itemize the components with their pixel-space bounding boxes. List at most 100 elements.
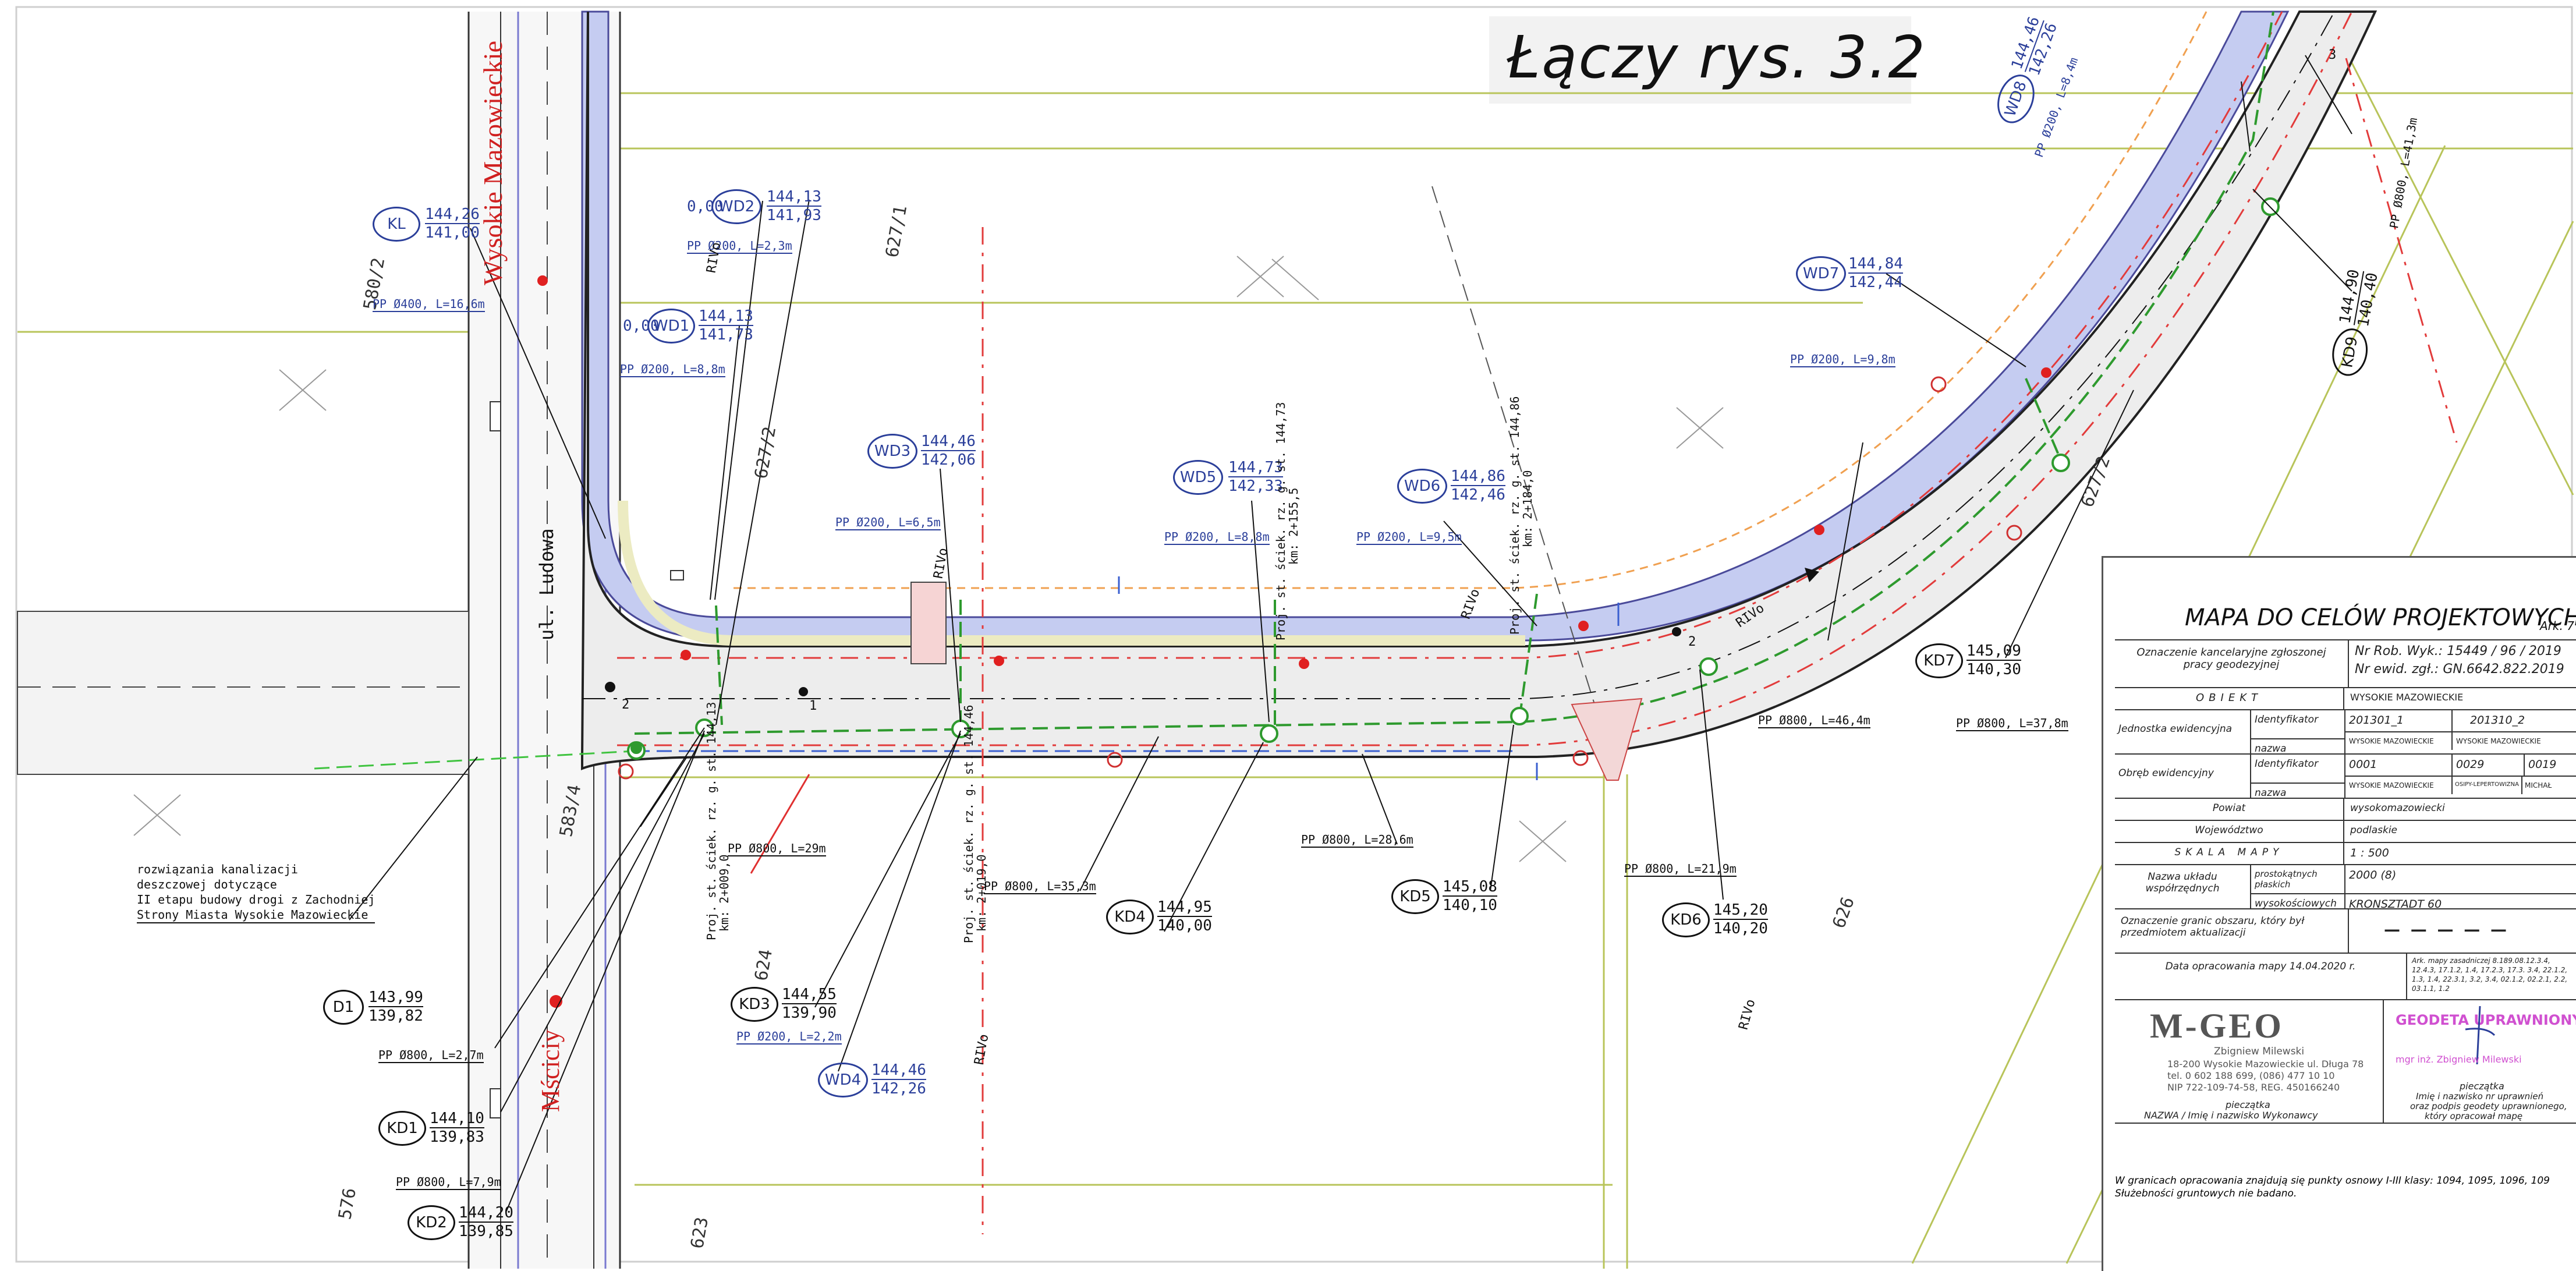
well-ellipse: WD5: [1173, 460, 1223, 495]
tb-value: wysokomazowiecki: [2350, 802, 2445, 814]
marker-4: 3: [2329, 48, 2337, 62]
tb-cell: 0001: [2345, 755, 2453, 776]
street-main-label: Wysokie Mazowieckie: [478, 40, 508, 285]
sidewalk-strip: [581, 10, 2290, 642]
design-note-line: Strony Miasta Wysokie Mazowieckie: [137, 907, 375, 923]
pipe-label-7: PP Ø200, L=9,8m: [1790, 352, 1895, 367]
pipe-label-13: PP Ø800, L=28,6m: [1301, 833, 1413, 848]
well-top: 144,86: [1451, 468, 1505, 486]
well-ellipse: KD2: [408, 1205, 455, 1240]
design-note-line: deszczowej dotyczące: [137, 877, 277, 891]
pipe-label-15: PP Ø800, L=2,7m: [378, 1048, 484, 1063]
well-top: 144,84: [1848, 255, 1903, 274]
tb-cell: 201310_2: [2470, 714, 2525, 727]
tb-row-8: Nazwa układu współrzędnych prostokątnych…: [2115, 865, 2576, 911]
tb-label: Data opracowania mapy 14.04.2020 r.: [2115, 954, 2407, 999]
well-top: 144,46: [921, 433, 976, 451]
tb-label: Nazwa układu współrzędnych: [2115, 865, 2251, 908]
gutter-label-3: Proj. st. ściek. rz. g. st. 144,46: [962, 704, 976, 943]
pipe-label-1: PP Ø400, L=16,6m: [373, 297, 485, 312]
well-top: 144,10: [430, 1110, 484, 1128]
well-bottom: 140,00: [1157, 917, 1212, 934]
tb-sub: prostokątnych płaskich: [2251, 865, 2344, 894]
footer-note-1: W granicach opracowania znajdują się pun…: [2115, 1175, 2550, 1187]
pipe-label-5: PP Ø200, L=8,8m: [1164, 530, 1270, 545]
tb-value: Nr ewid. zgł.: GN.6642.822.2019: [2355, 662, 2564, 677]
tb-label: Powiat: [2115, 799, 2344, 820]
well-ellipse: KD1: [378, 1111, 426, 1146]
well-ellipse: KL: [373, 207, 420, 242]
red-design-lines: [617, 11, 2458, 1234]
signature-icon: [2462, 1006, 2497, 1065]
well-top: 145,20: [1713, 901, 1768, 920]
ludowa-road: [581, 10, 2377, 770]
design-note-line: rozwiązania kanalizacji: [137, 862, 298, 876]
stamp-left-label: NAZWA / Imię i nazwisko Wykonawcy: [2144, 1110, 2318, 1121]
well-ellipse: KD4: [1106, 900, 1154, 934]
tb-cell: OSIPY-LEPERTOWIZNA: [2453, 777, 2522, 794]
well-top: 144,55: [782, 986, 837, 1004]
stamp-left-caption: pieczątka: [2226, 1099, 2270, 1110]
tb-value: — — — — —: [2384, 920, 2509, 939]
well-bottom: 139,85: [459, 1223, 513, 1240]
title-block: MAPA DO CELÓW PROJEKTOWYCH Ark. 7 Oznacz…: [2102, 556, 2576, 1271]
tb-cell: MICHAŁ: [2525, 781, 2552, 789]
well-top: 144,26: [425, 206, 480, 224]
stamp-right-label2: oraz podpis geodety uprawnionego,: [2410, 1101, 2567, 1111]
well-bottom: 142,46: [1451, 486, 1505, 504]
well-bottom: 140,10: [1443, 897, 1497, 914]
surveyor-stamp: GEODETA UPRAWNIONY mgr inż. Zbigniew Mil…: [2384, 1000, 2576, 1123]
well-top: 144,95: [1157, 898, 1212, 917]
tb-row-5: Powiat wysokomazowiecki: [2115, 799, 2576, 821]
tb-sub: Identyfikator: [2251, 710, 2344, 739]
gutter-label-4: km: 2+019,0: [975, 854, 988, 932]
well-top: 145,08: [1443, 878, 1497, 897]
gutter-label-5: Proj. st. ściek. rz. g. st. 144,73: [1274, 402, 1288, 640]
well-bottom: 142,44: [1848, 274, 1903, 291]
tb-cell: WYSOKIE MAZOWIECKIE: [2345, 777, 2453, 794]
tb-label: SKALA MAPY: [2115, 843, 2344, 864]
zero-label-2: 0,00: [623, 317, 660, 335]
company-phone: tel. 0 602 188 699, (086) 477 10 10: [2167, 1070, 2335, 1081]
well-ellipse: WD3: [867, 434, 917, 469]
gutter-label-7: Proj. st. ściek. rz. g. st. 144,86: [1508, 396, 1522, 635]
design-note: rozwiązania kanalizacji deszczowej dotyc…: [137, 862, 375, 923]
surveyor-name: mgr inż. Zbigniew Milewski: [2396, 1054, 2522, 1065]
tb-row-3: Jednostka ewidencyjna Identyfikator nazw…: [2115, 710, 2576, 755]
design-note-line: II etapu budowy drogi z Zachodniej: [137, 893, 375, 907]
company-logo: M-GEO: [2150, 1007, 2284, 1045]
well-bottom: 140,30: [1966, 661, 2021, 678]
well-bottom: 142,33: [1228, 477, 1283, 495]
pipe-label-11: PP Ø800, L=29m: [728, 841, 826, 856]
tb-cell: WYSOKIE MAZOWIECKIE: [2456, 737, 2541, 745]
pipe-label-2: PP Ø200, L=8,8m: [620, 362, 725, 377]
stamp-right-label3: który opracował mapę: [2425, 1111, 2523, 1121]
title-block-heading: MAPA DO CELÓW PROJEKTOWYCH: [2185, 604, 2576, 631]
tb-label: OBIEKT: [2115, 688, 2344, 709]
stamp-right-label1: Imię i nazwisko nr uprawnień: [2416, 1091, 2544, 1102]
tb-label: Obręb ewidencyjny: [2115, 755, 2251, 798]
well-bottom: 139,82: [368, 1007, 423, 1025]
tb-cell: KRONSZTADT 60: [2349, 898, 2442, 911]
company-address: 18-200 Wysokie Mazowieckie ul. Długa 78: [2167, 1058, 2364, 1070]
pipe-label-9: PP Ø800, L=46,4m: [1758, 713, 1870, 728]
tb-cell: 0019: [2528, 758, 2557, 771]
well-bottom: 140,20: [1713, 920, 1768, 937]
tb-row-10: Data opracowania mapy 14.04.2020 r. Ark.…: [2115, 954, 2576, 1000]
pipe-label-10: PP Ø800, L=37,8m: [1956, 716, 2068, 731]
manholes: [627, 197, 2280, 760]
tb-value: 1 : 500: [2350, 847, 2389, 859]
pipe-label-17: PP Ø200, L=2,2m: [736, 1029, 842, 1045]
header-title-box: [1489, 16, 1911, 104]
title-block-table: Oznaczenie kancelaryjne zgłoszonej pracy…: [2115, 639, 2576, 1124]
well-top: 144,20: [459, 1204, 513, 1223]
pipe-label-6: PP Ø200, L=9,5m: [1356, 530, 1462, 545]
well-ellipse: D1: [323, 990, 364, 1025]
tb-row-6: Województwo podlaskie: [2115, 821, 2576, 843]
zero-label-1: 0,00: [687, 198, 724, 215]
well-top: 144,73: [1228, 459, 1283, 477]
marker-1: 1: [809, 699, 817, 713]
well-ellipse: KD6: [1662, 902, 1710, 937]
